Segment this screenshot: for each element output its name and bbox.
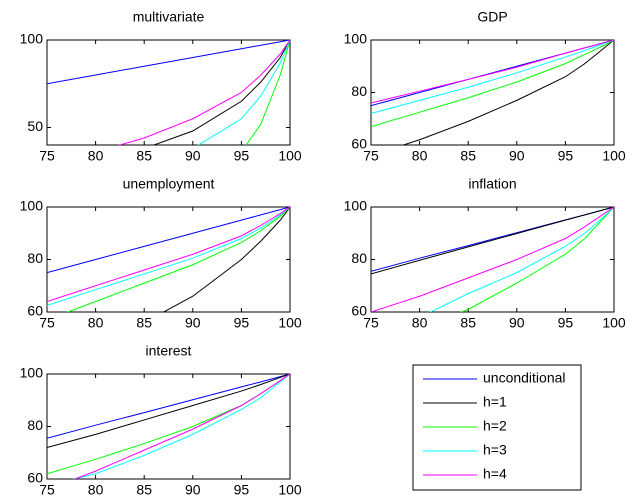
series-line: [47, 207, 290, 306]
y-tick-label: 100: [20, 365, 44, 381]
legend-box: [412, 364, 582, 491]
y-tick-label: 80: [351, 83, 367, 99]
x-tick-label: 90: [509, 148, 525, 164]
x-tick-label: 95: [234, 148, 250, 164]
y-tick-label: 80: [351, 250, 367, 266]
y-tick-label: 60: [351, 303, 367, 319]
y-tick-label: 100: [20, 198, 44, 214]
y-tick-label: 100: [20, 31, 44, 47]
axes-frame: [46, 206, 291, 313]
axes-frame: [370, 206, 615, 313]
series-line: [66, 207, 290, 312]
x-tick-label: 80: [88, 148, 104, 164]
series-line: [152, 40, 290, 145]
legend-label: h=3: [483, 442, 507, 458]
series-line: [459, 207, 614, 312]
series-line: [71, 374, 290, 479]
x-tick-label: 90: [185, 482, 201, 498]
x-tick-label: 95: [558, 315, 574, 331]
series-line: [401, 40, 614, 145]
y-tick-label: 60: [27, 470, 43, 486]
x-tick-label: 95: [234, 315, 250, 331]
x-tick-label: 90: [509, 315, 525, 331]
x-tick-label: 85: [136, 315, 152, 331]
axes-frame: [370, 39, 615, 146]
x-tick-label: 100: [278, 482, 302, 498]
series-line: [47, 374, 290, 439]
series-line: [429, 207, 614, 312]
x-tick-label: 85: [136, 482, 152, 498]
y-tick-label: 50: [27, 118, 43, 134]
legend-label: h=4: [483, 466, 507, 482]
x-tick-label: 90: [185, 148, 201, 164]
series-line: [371, 40, 614, 128]
chart-title: multivariate: [133, 9, 205, 25]
x-tick-label: 75: [363, 148, 379, 164]
chart-title: interest: [146, 343, 192, 359]
x-tick-label: 75: [39, 315, 55, 331]
y-tick-label: 80: [27, 250, 43, 266]
x-tick-label: 100: [278, 148, 302, 164]
y-tick-label: 80: [27, 417, 43, 433]
series-line: [371, 40, 614, 114]
x-tick-label: 80: [412, 315, 428, 331]
axes-frame: [46, 39, 291, 146]
series-line: [371, 207, 614, 312]
x-tick-label: 100: [602, 315, 626, 331]
chart-title: GDP: [477, 9, 507, 25]
legend-label: h=1: [483, 394, 507, 410]
y-tick-label: 60: [351, 136, 367, 152]
y-tick-label: 100: [344, 31, 368, 47]
series-line: [47, 40, 290, 85]
series-line: [162, 207, 290, 312]
series-line: [245, 40, 290, 145]
series-line: [73, 374, 290, 479]
x-tick-label: 80: [412, 148, 428, 164]
series-line: [197, 40, 290, 145]
x-tick-label: 95: [234, 482, 250, 498]
x-tick-label: 85: [460, 315, 476, 331]
x-tick-label: 80: [88, 315, 104, 331]
x-tick-label: 95: [558, 148, 574, 164]
chart-title: inflation: [468, 176, 516, 192]
series-line: [118, 40, 290, 145]
x-tick-label: 75: [363, 315, 379, 331]
chart-title: unemployment: [123, 176, 215, 192]
series-line: [371, 40, 614, 104]
x-tick-label: 90: [185, 315, 201, 331]
x-tick-label: 85: [460, 148, 476, 164]
x-tick-label: 75: [39, 148, 55, 164]
x-tick-label: 100: [278, 315, 302, 331]
legend-label: unconditional: [483, 370, 566, 386]
x-tick-label: 100: [602, 148, 626, 164]
series-line: [47, 207, 290, 274]
legend-label: h=2: [483, 418, 507, 434]
x-tick-label: 75: [39, 482, 55, 498]
y-tick-label: 60: [27, 303, 43, 319]
series-line: [47, 374, 290, 448]
y-tick-label: 100: [344, 198, 368, 214]
series-line: [47, 207, 290, 302]
x-tick-label: 85: [136, 148, 152, 164]
series-line: [371, 207, 614, 275]
x-tick-label: 80: [88, 482, 104, 498]
